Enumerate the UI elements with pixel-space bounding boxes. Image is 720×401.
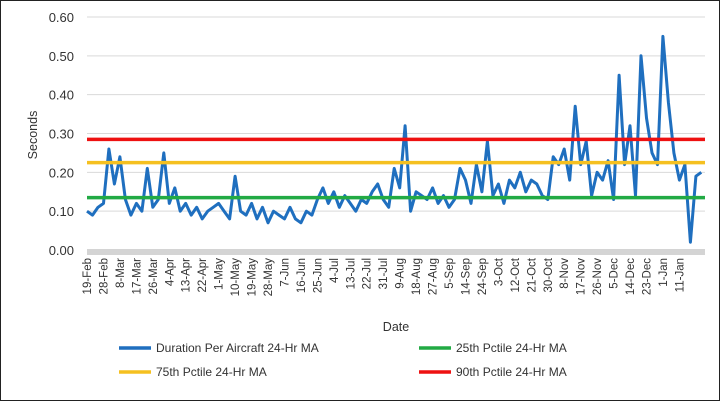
x-tick-label: 4-Jul	[329, 258, 341, 283]
x-tick-label: 9-Aug	[395, 258, 407, 289]
y-tick-label: 0.40	[49, 88, 74, 103]
x-tick-label: 26-Mar	[148, 258, 160, 295]
x-tick-label: 10-May	[230, 258, 242, 297]
x-tick-label: 17-Mar	[131, 258, 143, 295]
x-tick-label: 14-Dec	[625, 258, 637, 295]
x-tick-label: 18-Aug	[411, 258, 423, 295]
x-tick-label: 19-May	[247, 258, 259, 297]
x-tick-label: 5-Sep	[444, 258, 456, 289]
x-tick-label: 11-Jan	[674, 258, 686, 292]
x-tick-label: 12-Oct	[510, 257, 522, 292]
y-axis-label: Seconds	[26, 111, 40, 160]
x-tick-label: 7-Jun	[279, 258, 291, 287]
x-tick-label: 28-May	[263, 258, 275, 297]
x-tick-label: 21-Oct	[526, 257, 538, 292]
y-tick-label: 0.50	[49, 49, 74, 64]
x-tick-label: 22-Jul	[362, 258, 374, 289]
x-axis-label: Date	[383, 320, 409, 334]
x-tick-label: 26-Nov	[592, 258, 604, 295]
x-tick-label: 3-Oct	[493, 257, 505, 286]
legend-label: 75th Pctile 24-Hr MA	[156, 365, 267, 379]
x-tick-label: 5-Dec	[609, 258, 621, 289]
legend-label: Duration Per Aircraft 24-Hr MA	[156, 341, 319, 355]
x-tick-label: 1-May	[214, 258, 226, 290]
x-tick-label: 14-Sep	[460, 258, 472, 295]
x-tick-label: 4-Apr	[164, 258, 176, 286]
x-tick-label: 28-Feb	[98, 258, 110, 294]
x-tick-label: 13-Apr	[181, 258, 193, 293]
y-tick-label: 0.20	[49, 165, 74, 180]
y-tick-label: 0.10	[49, 204, 74, 219]
x-tick-label: 23-Dec	[641, 258, 653, 295]
y-tick-label: 0.30	[49, 127, 74, 142]
x-tick-label: 27-Aug	[428, 258, 440, 295]
legend-label: 90th Pctile 24-Hr MA	[456, 365, 567, 379]
x-tick-label: 13-Jul	[345, 258, 357, 289]
y-tick-label: 0.60	[49, 10, 74, 25]
y-tick-label: 0.00	[49, 243, 74, 258]
x-tick-label: 19-Feb	[82, 258, 94, 294]
x-tick-label: 16-Jun	[296, 258, 308, 293]
x-tick-label: 17-Nov	[576, 258, 588, 295]
legend: Duration Per Aircraft 24-Hr MA 25th Pctil…	[119, 341, 567, 379]
x-tick-label: 30-Oct	[543, 257, 555, 292]
x-tick-label: 8-Nov	[559, 258, 571, 289]
x-tick-label: 25-Jun	[312, 258, 324, 293]
x-tick-label: 8-Mar	[115, 258, 127, 288]
x-tick-label: 22-Apr	[197, 258, 209, 293]
legend-label: 25th Pctile 24-Hr MA	[456, 341, 567, 355]
x-tick-label: 24-Sep	[477, 258, 489, 295]
x-tick-label: 31-Jul	[378, 258, 390, 289]
x-tick-label: 1-Jan	[658, 258, 670, 287]
